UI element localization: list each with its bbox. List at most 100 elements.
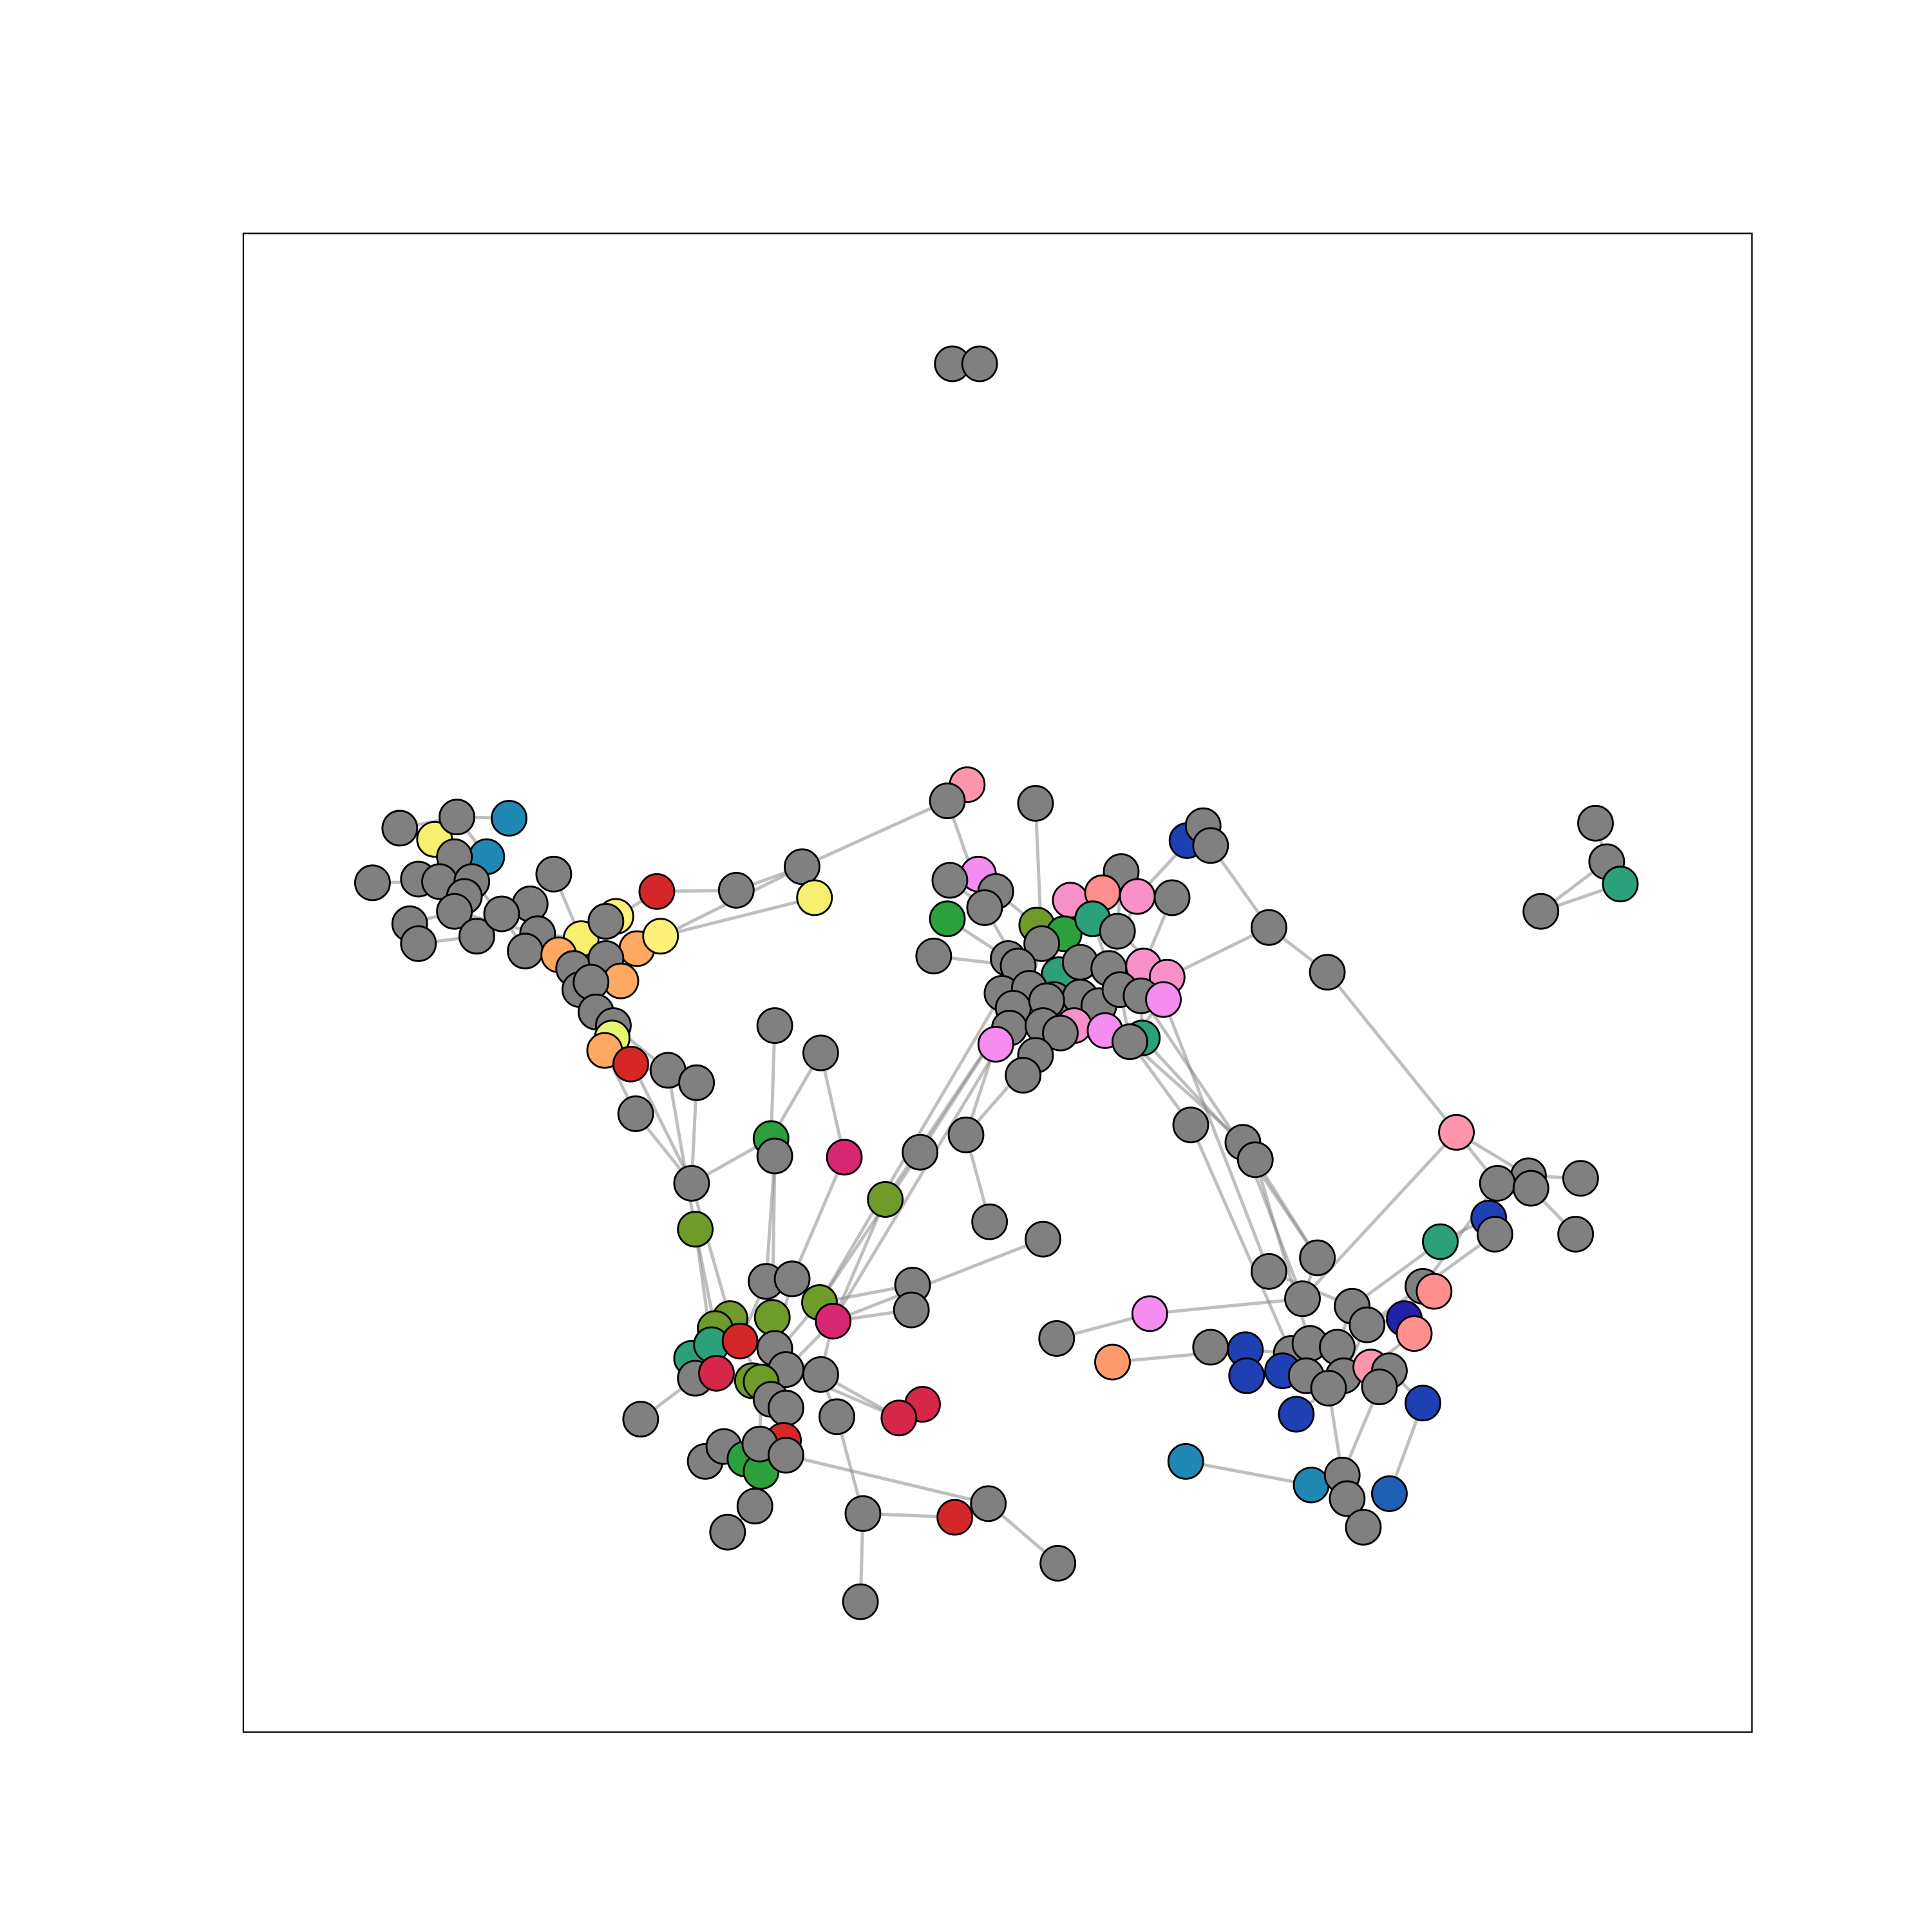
- graph-node: [622, 1401, 659, 1438]
- graph-node: [1192, 827, 1229, 864]
- graph-node: [756, 1137, 793, 1175]
- graph-node: [977, 1026, 1014, 1063]
- graph-node: [698, 1354, 735, 1392]
- graph-node: [844, 1495, 882, 1532]
- graph-node: [784, 848, 820, 886]
- graph-node: [1422, 1223, 1459, 1260]
- graph-node: [867, 1181, 904, 1218]
- graph-node: [483, 895, 520, 933]
- graph-edge: [666, 1070, 697, 1230]
- graph-node: [1349, 1306, 1386, 1343]
- graph-edge: [769, 1025, 777, 1139]
- graph-node: [1371, 1475, 1408, 1512]
- graph-node: [961, 345, 998, 383]
- graph-node: [736, 1488, 773, 1525]
- graph-node: [893, 1291, 930, 1329]
- graph-node: [1042, 1014, 1079, 1052]
- graph-node: [1005, 1057, 1042, 1094]
- graph-node: [642, 918, 679, 955]
- graph-node: [677, 1211, 714, 1248]
- nodes-layer: [354, 345, 1639, 1620]
- graph-node: [507, 933, 544, 970]
- graph-node: [1023, 925, 1061, 962]
- graph-edge: [1185, 1459, 1312, 1487]
- graph-node: [902, 1133, 939, 1171]
- graph-node: [753, 1299, 791, 1336]
- graph-edge: [832, 1237, 1044, 1323]
- graph-node: [796, 879, 833, 916]
- graph-node: [915, 938, 952, 975]
- graph-node: [573, 963, 610, 1001]
- graph-node: [587, 903, 625, 940]
- graph-node: [1112, 1023, 1148, 1061]
- graph-node: [1416, 1273, 1453, 1310]
- graph-node: [1017, 784, 1054, 822]
- graph-node: [1167, 1443, 1204, 1480]
- graph-node: [638, 873, 676, 910]
- graph-node: [678, 1064, 715, 1101]
- graph-edge: [1166, 925, 1270, 979]
- graph-node: [929, 782, 966, 820]
- graph-node: [773, 1260, 811, 1298]
- graph-edge: [801, 799, 949, 869]
- graph-edge: [831, 1198, 887, 1322]
- graph-node: [1099, 913, 1136, 950]
- graph-node: [971, 1203, 1009, 1240]
- graph-node: [1405, 1385, 1441, 1422]
- graph-edge: [1162, 999, 1271, 1273]
- graph-node: [458, 918, 495, 955]
- graph-node: [673, 1164, 710, 1202]
- graph-node: [1309, 954, 1346, 991]
- graph-node: [1284, 1280, 1321, 1318]
- graph-node: [880, 1399, 918, 1437]
- graph-node: [1025, 1220, 1061, 1258]
- graph-node: [1192, 1329, 1229, 1366]
- graph-node: [815, 1302, 852, 1340]
- graph-node: [439, 799, 475, 836]
- graph-node: [1236, 1141, 1274, 1179]
- graph-node: [436, 893, 473, 930]
- graph-node: [826, 1139, 863, 1176]
- graph-node: [936, 1499, 974, 1536]
- graph-node: [1278, 1396, 1315, 1433]
- graph-node: [1602, 866, 1639, 903]
- graph-node: [970, 1485, 1007, 1522]
- graph-node: [1172, 1106, 1209, 1144]
- graph-node: [1522, 893, 1560, 930]
- graph-node: [767, 1389, 804, 1426]
- graph-node: [802, 1356, 839, 1393]
- graph-edge: [785, 1454, 989, 1506]
- graph-node: [1094, 1343, 1131, 1381]
- graph-node: [617, 1095, 654, 1132]
- graph-node: [802, 1034, 839, 1072]
- graph-node: [1396, 1315, 1433, 1352]
- graph-edge: [690, 1182, 732, 1320]
- graph-node: [929, 900, 966, 938]
- graph-node: [491, 800, 527, 837]
- graph-edge: [1189, 1124, 1293, 1354]
- graph-node: [717, 871, 755, 909]
- graph-edge: [818, 1151, 922, 1303]
- graph-node: [1476, 1216, 1513, 1253]
- graph-node: [1562, 1160, 1599, 1197]
- graph-node: [947, 1116, 985, 1153]
- graph-node: [1361, 1368, 1398, 1406]
- graph-node: [721, 1322, 759, 1359]
- graph-node: [1153, 879, 1191, 916]
- graph-node: [1479, 1164, 1516, 1202]
- graph-edge: [1254, 1159, 1319, 1259]
- graph-node: [1299, 1239, 1336, 1276]
- graph-node: [1345, 1509, 1382, 1546]
- graph-node: [1512, 1170, 1549, 1207]
- graph-node: [1310, 1370, 1347, 1406]
- graph-node: [1577, 804, 1614, 842]
- graph-edge: [790, 1156, 846, 1280]
- graph-node: [354, 864, 391, 902]
- graph-node: [1250, 909, 1287, 946]
- graph-node: [1557, 1216, 1595, 1253]
- graph-node: [1250, 1253, 1287, 1290]
- graph-node: [1131, 1295, 1168, 1332]
- graph-node: [931, 862, 969, 899]
- graph-node: [535, 855, 573, 893]
